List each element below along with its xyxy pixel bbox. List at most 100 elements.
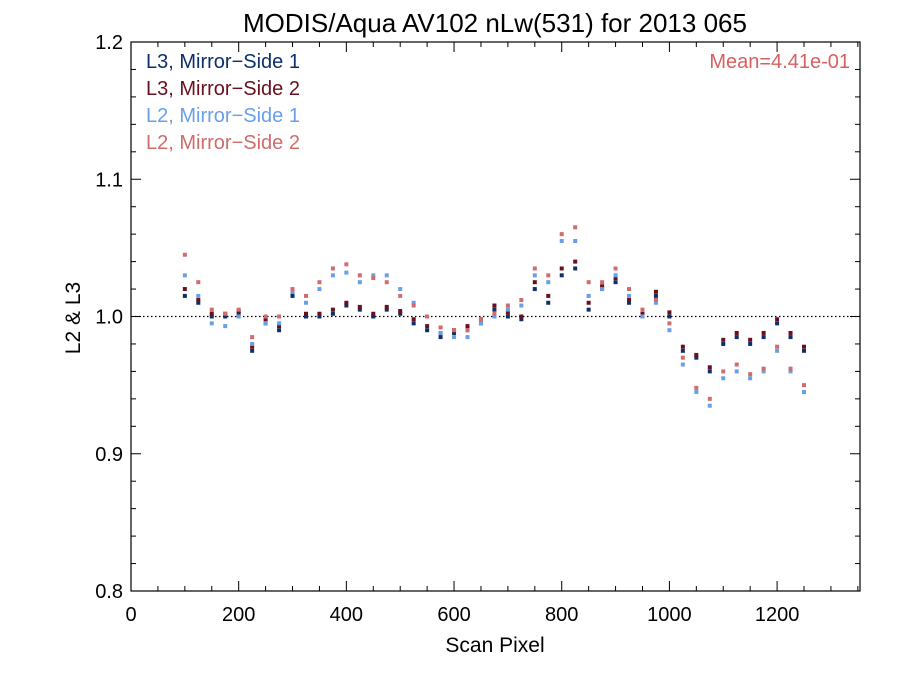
data-point [303,300,308,305]
x-axis: 0 200 400 600 800 1000 1200 [125,42,859,626]
data-point [546,280,551,285]
data-point [411,321,416,326]
data-point [398,311,403,316]
data-point [788,366,793,371]
y-tick-label: 0.9 [95,444,123,466]
data-point [209,307,214,312]
data-point [438,325,443,330]
legend: L3, Mirror−Side 1 L3, Mirror−Side 2 L2, Mi… [146,51,300,154]
data-point [223,311,228,316]
data-point [478,321,483,326]
data-point [452,328,457,333]
data-points [182,225,807,408]
data-point [452,335,457,340]
data-point [694,385,699,390]
data-point [586,300,591,305]
data-point [182,293,187,298]
data-point [761,366,766,371]
data-point [694,355,699,360]
data-point [613,266,618,271]
data-point [263,321,268,326]
y-tick-label: 1.2 [95,32,123,54]
data-point [586,307,591,312]
data-point [250,335,255,340]
data-point [653,293,658,298]
data-point [303,314,308,319]
x-tick-label: 1200 [755,604,800,626]
data-point [519,298,524,303]
data-point [290,289,295,294]
data-point [277,314,282,319]
data-point [411,317,416,322]
series-3-points [182,239,807,408]
data-point [425,328,430,333]
data-point [546,273,551,278]
data-point [721,337,726,342]
data-point [236,307,241,312]
data-point [748,341,753,346]
data-point [707,396,712,401]
data-point [788,369,793,374]
data-point [371,273,376,278]
y-tick-label: 1.0 [95,307,123,329]
data-point [196,293,201,298]
data-point [667,321,672,326]
data-point [492,311,497,316]
data-point [694,389,699,394]
data-point [559,273,564,278]
data-point [290,287,295,292]
data-point [613,280,618,285]
data-point [505,310,510,315]
data-point [586,280,591,285]
data-point [303,293,308,298]
data-point [573,239,578,244]
x-tick-label: 1000 [647,604,692,626]
data-point [277,321,282,326]
data-point [680,344,685,349]
data-point [478,317,483,322]
data-point [734,335,739,340]
data-point [680,348,685,353]
data-point [357,304,362,309]
data-point [357,273,362,278]
data-point [802,389,807,394]
data-point [640,314,645,319]
data-point [344,303,349,308]
data-point [519,317,524,322]
data-point [438,335,443,340]
data-point [519,303,524,308]
data-point [667,310,672,315]
data-point [277,328,282,333]
data-point [761,369,766,374]
data-point [707,369,712,374]
y-axis-label: L2 & L3 [62,282,85,354]
data-point [546,293,551,298]
data-point [775,348,780,353]
x-tick-label: 200 [222,604,255,626]
data-point [371,314,376,319]
data-point [788,330,793,335]
x-tick-label: 400 [330,604,363,626]
data-point [398,287,403,292]
data-point [236,314,241,319]
x-tick-label: 800 [545,604,578,626]
data-point [209,311,214,316]
data-point [196,280,201,285]
data-point [653,298,658,303]
data-point [330,307,335,312]
data-point [398,309,403,314]
data-point [627,287,632,292]
data-point [384,273,389,278]
data-point [250,341,255,346]
data-point [290,293,295,298]
legend-entry-2: L3, Mirror−Side 2 [146,78,300,100]
data-point [250,348,255,353]
data-point [465,335,470,340]
data-point [411,300,416,305]
data-point [263,317,268,322]
data-point [263,314,268,319]
data-point [573,225,578,230]
data-point [344,262,349,267]
data-point [653,289,658,294]
data-point [802,383,807,388]
